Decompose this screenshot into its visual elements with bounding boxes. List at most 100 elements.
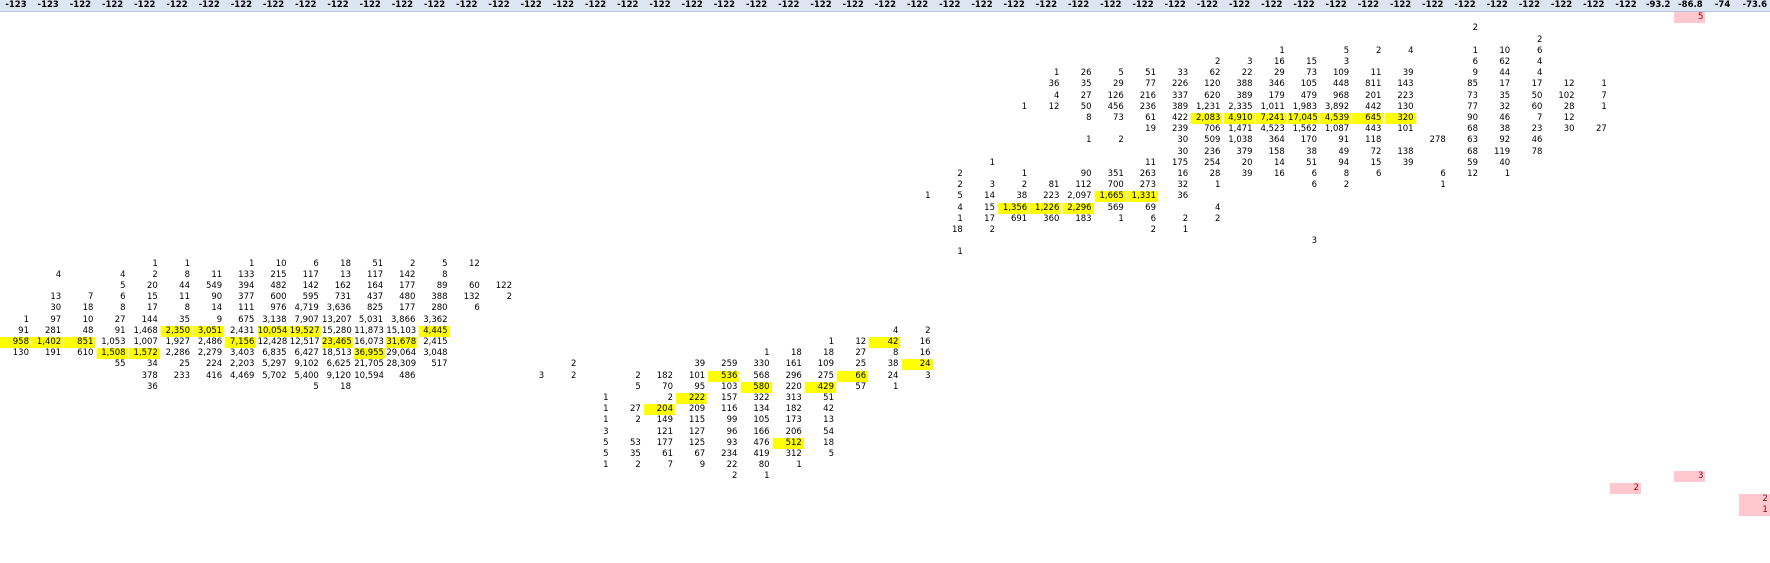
grid-cell[interactable]: 191 xyxy=(44,348,62,359)
column-header-cell[interactable]: -122 xyxy=(101,0,124,10)
grid-cell[interactable]: 206 xyxy=(785,426,802,437)
grid-cell[interactable]: 3,048 xyxy=(423,348,448,359)
grid-cell[interactable]: 120 xyxy=(1204,79,1221,90)
grid-cell[interactable]: 6 xyxy=(1375,169,1382,179)
grid-cell[interactable]: 97 xyxy=(50,314,62,325)
grid-cell[interactable]: 2 xyxy=(570,370,577,381)
grid-cell[interactable]: 6 xyxy=(474,303,480,314)
grid-cell[interactable]: 3,866 xyxy=(391,314,416,325)
grid-cell[interactable]: 18 xyxy=(790,348,802,359)
grid-cell[interactable]: 419 xyxy=(753,449,770,459)
grid-cell[interactable]: 273 xyxy=(1139,180,1156,191)
grid-cell[interactable]: 1 xyxy=(184,258,190,269)
column-header-cell[interactable]: -93.2 xyxy=(1645,0,1671,10)
highlighted-cell[interactable]: 1,356 xyxy=(998,202,1030,214)
grid-cell[interactable]: 94 xyxy=(1338,157,1350,168)
grid-cell[interactable]: 4 xyxy=(1536,68,1543,79)
highlighted-cell[interactable]: 10,054 xyxy=(257,325,289,337)
grid-cell[interactable]: 78 xyxy=(1531,146,1543,157)
grid-cell[interactable]: 46 xyxy=(1499,113,1511,123)
grid-cell[interactable]: 130 xyxy=(12,348,29,359)
grid-cell[interactable]: 9,120 xyxy=(326,370,351,381)
grid-cell[interactable]: 5 xyxy=(1118,68,1124,79)
grid-cell[interactable]: 1,011 xyxy=(1260,101,1285,112)
grid-cell[interactable]: 275 xyxy=(817,370,834,381)
highlighted-cell[interactable]: 7,241 xyxy=(1255,113,1287,124)
column-header-cell[interactable]: -122 xyxy=(423,0,446,10)
grid-cell[interactable]: 18 xyxy=(340,258,351,269)
grid-cell[interactable]: 11 xyxy=(1370,68,1382,79)
grid-cell[interactable]: 223 xyxy=(1043,191,1060,202)
grid-cell[interactable]: 1 xyxy=(925,191,931,202)
grid-cell[interactable]: 63 xyxy=(1467,135,1478,146)
grid-cell[interactable]: 5 xyxy=(442,258,448,269)
grid-cell[interactable]: 12 xyxy=(1563,79,1575,90)
grid-cell[interactable]: 92 xyxy=(1499,135,1511,146)
grid-cell[interactable]: 20 xyxy=(1241,157,1253,168)
grid-cell[interactable]: 9 xyxy=(699,460,706,471)
grid-cell[interactable]: 825 xyxy=(366,303,384,314)
column-header-cell[interactable]: -122 xyxy=(1389,0,1412,10)
column-header-cell[interactable]: -122 xyxy=(778,0,800,10)
grid-cell[interactable]: 1 xyxy=(764,348,770,359)
grid-cell[interactable]: 1 xyxy=(1053,68,1060,79)
grid-cell[interactable]: 1 xyxy=(764,471,770,482)
grid-cell[interactable]: 6 xyxy=(1472,57,1478,67)
flagged-cell[interactable]: 2 xyxy=(1610,482,1641,494)
column-header-cell[interactable]: -122 xyxy=(1067,0,1090,10)
grid-cell[interactable]: 34 xyxy=(146,359,158,370)
grid-cell[interactable]: 161 xyxy=(785,359,802,370)
grid-cell[interactable]: 1 xyxy=(1472,45,1478,56)
grid-cell[interactable]: 67 xyxy=(694,449,706,459)
grid-cell[interactable]: 1 xyxy=(1279,45,1285,56)
grid-cell[interactable]: 254 xyxy=(1204,157,1221,168)
highlighted-cell[interactable]: 42 xyxy=(869,337,901,348)
grid-cell[interactable]: 1 xyxy=(23,314,29,325)
grid-cell[interactable]: 1 xyxy=(989,157,995,168)
grid-cell[interactable]: 377 xyxy=(238,292,255,303)
highlighted-cell[interactable]: 645 xyxy=(1352,113,1384,124)
grid-cell[interactable]: 422 xyxy=(1171,113,1189,123)
grid-cell[interactable]: 4 xyxy=(1408,45,1414,56)
grid-cell[interactable]: 42 xyxy=(823,404,834,415)
column-header-cell[interactable]: -122 xyxy=(1228,0,1251,10)
grid-cell[interactable]: 437 xyxy=(366,292,384,303)
grid-cell[interactable]: 6 xyxy=(1311,180,1317,191)
grid-cell[interactable]: 14 xyxy=(211,303,223,314)
grid-cell[interactable]: 2 xyxy=(635,370,641,381)
grid-cell[interactable]: 209 xyxy=(688,404,706,415)
grid-cell[interactable]: 2 xyxy=(1182,213,1189,224)
column-header-cell[interactable]: -122 xyxy=(391,0,414,10)
grid-cell[interactable]: 263 xyxy=(1139,169,1156,179)
highlighted-cell[interactable]: 512 xyxy=(772,437,804,449)
grid-cell[interactable]: 38 xyxy=(1016,191,1028,202)
grid-cell[interactable]: 13 xyxy=(50,292,62,303)
grid-cell[interactable]: 330 xyxy=(753,359,770,370)
highlighted-cell[interactable]: 4,445 xyxy=(418,325,450,337)
grid-cell[interactable]: 39 xyxy=(1402,68,1414,79)
grid-cell[interactable]: 19 xyxy=(1145,124,1156,135)
grid-cell[interactable]: 610 xyxy=(77,348,94,359)
grid-cell[interactable]: 40 xyxy=(1499,157,1511,168)
grid-cell[interactable]: 239 xyxy=(1171,124,1189,135)
grid-cell[interactable]: 177 xyxy=(656,437,673,448)
grid-cell[interactable]: 73 xyxy=(1112,113,1124,123)
grid-cell[interactable]: 18 xyxy=(340,381,351,392)
grid-cell[interactable]: 595 xyxy=(302,292,319,303)
grid-cell[interactable]: 6 xyxy=(120,292,126,303)
grid-cell[interactable]: 233 xyxy=(173,370,190,381)
grid-cell[interactable]: 7,907 xyxy=(294,314,319,325)
grid-cell[interactable]: 2,415 xyxy=(423,337,448,347)
grid-cell[interactable]: 48 xyxy=(82,325,94,336)
grid-cell[interactable]: 15 xyxy=(984,202,995,213)
grid-cell[interactable]: 21,705 xyxy=(354,359,384,370)
grid-cell[interactable]: 118 xyxy=(1365,135,1382,146)
grid-cell[interactable]: 2 xyxy=(731,471,738,482)
grid-cell[interactable]: 81 xyxy=(1048,180,1060,191)
grid-cell[interactable]: 1,038 xyxy=(1228,135,1253,146)
grid-cell[interactable]: 6 xyxy=(313,258,319,269)
grid-cell[interactable]: 6 xyxy=(1536,45,1543,56)
grid-cell[interactable]: 14 xyxy=(1273,157,1285,168)
column-header-cell[interactable]: -122 xyxy=(1583,0,1605,10)
highlighted-cell[interactable]: 958 xyxy=(0,337,31,348)
